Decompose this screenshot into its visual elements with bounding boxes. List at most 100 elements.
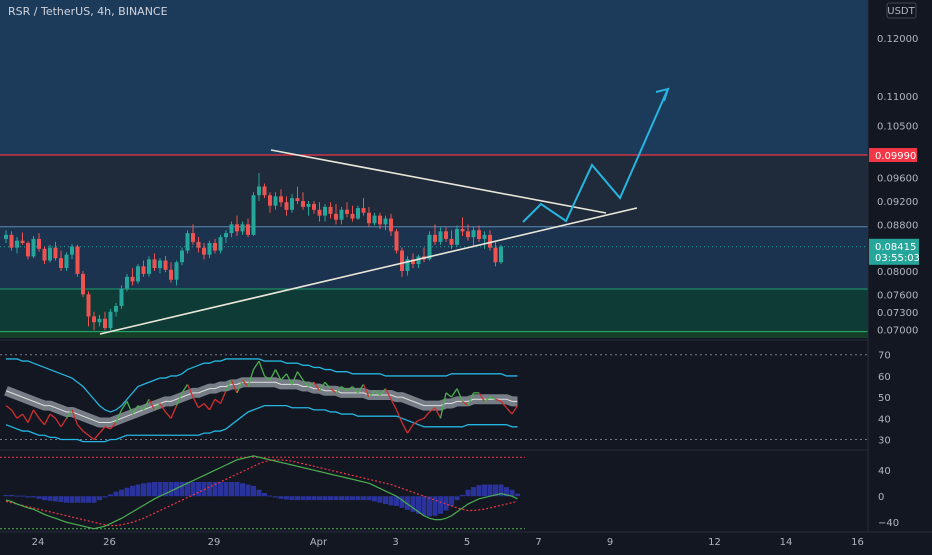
rsi-line-segment xyxy=(236,379,244,394)
rsi-line-segment xyxy=(175,392,183,406)
rsi-line-segment xyxy=(159,403,167,413)
candle xyxy=(125,273,129,292)
rsi-line-segment xyxy=(291,371,299,385)
candle xyxy=(499,244,503,264)
macd-histogram-bar xyxy=(53,496,58,502)
currency-badge[interactable] xyxy=(886,2,917,19)
macd-histogram-bar xyxy=(306,496,311,501)
rsi-line-segment xyxy=(384,388,392,400)
currency-label: USDT xyxy=(887,6,915,17)
price-scale[interactable] xyxy=(868,0,932,532)
macd-histogram-bar xyxy=(333,496,339,501)
time-tick-label: 12 xyxy=(708,537,721,548)
rsi-line-segment xyxy=(264,375,271,381)
candle xyxy=(317,202,322,222)
rsi-line-segment xyxy=(148,398,156,411)
candle xyxy=(196,237,201,253)
candle xyxy=(350,205,355,222)
macd-tick-label: 0 xyxy=(878,492,884,503)
rsi-line-segment xyxy=(165,411,172,419)
rsi-line-segment xyxy=(418,417,425,422)
rsi-line-segment xyxy=(357,384,365,394)
macd-histogram-bar xyxy=(36,496,42,499)
rsi-line-segment xyxy=(302,379,309,387)
macd-histogram-bar xyxy=(372,496,377,502)
rsi-line-segment xyxy=(93,432,100,440)
rsi-line-segment xyxy=(308,381,315,388)
candle xyxy=(257,173,261,202)
time-tick-label: 26 xyxy=(103,537,116,548)
macd-signal-line xyxy=(5,459,518,527)
rsi-line-segment xyxy=(192,396,200,409)
rsi-basis-line xyxy=(5,381,518,424)
candle xyxy=(75,244,80,277)
candle xyxy=(482,231,487,249)
svg-text:0.08415: 0.08415 xyxy=(875,242,916,253)
rsi-line-segment xyxy=(203,403,210,411)
candle xyxy=(246,218,250,238)
macd-histogram-bar xyxy=(190,481,196,497)
candle xyxy=(163,255,168,273)
rsi-line-segment xyxy=(142,398,150,411)
rsi-line-segment xyxy=(280,373,287,381)
macd-histogram-bar xyxy=(157,481,163,497)
time-scale[interactable] xyxy=(0,532,932,550)
rsi-upper-band xyxy=(6,358,518,413)
candle xyxy=(15,237,19,254)
time-tick-label: 24 xyxy=(32,537,45,548)
time-tick-label: Apr xyxy=(310,537,328,548)
macd-histogram-bar xyxy=(443,496,449,511)
candle xyxy=(48,244,52,263)
rsi-line-segment xyxy=(335,386,342,394)
rsi-line-segment xyxy=(43,413,51,425)
candle xyxy=(323,203,327,222)
candle xyxy=(449,230,454,249)
macd-histogram-bar xyxy=(113,491,119,497)
macd-histogram-bar xyxy=(350,496,355,501)
rsi-line-segment xyxy=(10,409,18,419)
rsi-line-segment xyxy=(412,419,419,426)
candle xyxy=(466,224,470,241)
rsi-line-segment xyxy=(324,381,331,390)
candle xyxy=(389,213,393,237)
macd-histogram-bar xyxy=(278,496,284,499)
macd-histogram-bar xyxy=(328,496,333,501)
candle xyxy=(460,217,465,237)
candle xyxy=(416,254,421,269)
rsi-line-segment xyxy=(219,390,227,404)
macd-histogram-bar xyxy=(212,481,218,497)
rsi-line-segment xyxy=(478,392,486,402)
rsi-indicator xyxy=(4,358,519,443)
macd-histogram-bar xyxy=(102,496,108,498)
macd-histogram-bar xyxy=(465,489,471,497)
rsi-line-segment xyxy=(467,392,475,406)
macd-histogram-bar xyxy=(58,496,64,503)
rsi-line-segment xyxy=(252,360,260,370)
time-tick-label: 5 xyxy=(464,537,470,548)
macd-histogram-bar xyxy=(339,496,344,501)
time-tick-label: 3 xyxy=(392,537,398,548)
rsi-line-segment xyxy=(214,398,221,404)
last-price-tag: 0.08415 03:55:03 xyxy=(869,238,920,265)
rsi-line-segment xyxy=(500,400,507,409)
macd-histogram-bar xyxy=(509,489,515,497)
macd-histogram-bar xyxy=(311,496,317,501)
rsi-line-segment xyxy=(296,371,304,381)
candle xyxy=(361,198,366,216)
macd-histogram-bar xyxy=(487,484,493,497)
candle xyxy=(284,196,289,216)
rsi-line-segment xyxy=(346,386,353,392)
candle xyxy=(356,205,360,220)
macd-histogram-bar xyxy=(86,496,91,503)
candle xyxy=(367,206,371,228)
rsi-line-segment xyxy=(439,392,447,419)
macd-histogram-bar xyxy=(97,496,102,501)
macd-histogram-bar xyxy=(295,496,300,501)
rsi-line-segment xyxy=(390,398,398,411)
price-tick-label: 0.08800 xyxy=(877,220,918,231)
rsi-lower-band xyxy=(5,404,518,443)
rsi-tick-label: 30 xyxy=(878,436,891,447)
svg-text:0.09990: 0.09990 xyxy=(875,151,916,162)
macd-histogram-bar xyxy=(438,496,443,514)
